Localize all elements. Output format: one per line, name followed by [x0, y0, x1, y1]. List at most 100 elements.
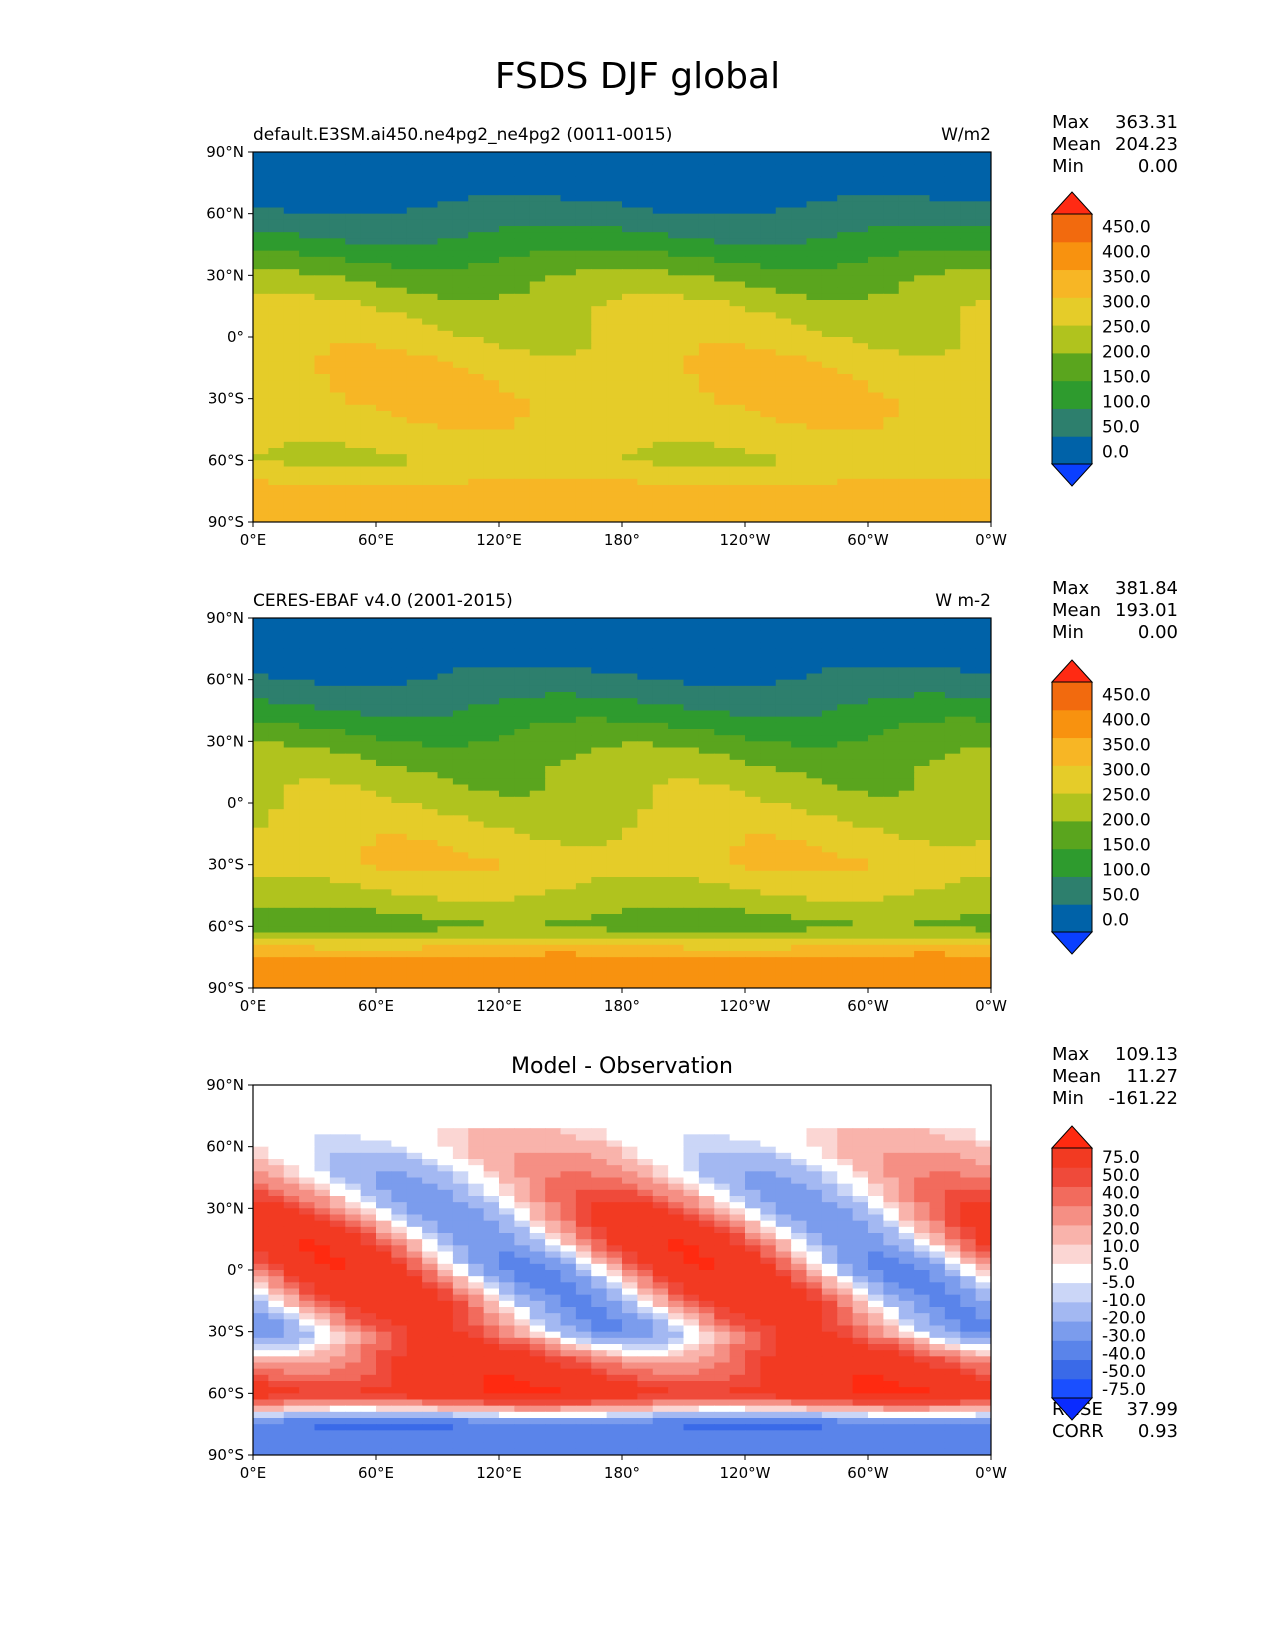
field-cell — [898, 226, 915, 233]
field-cell — [914, 164, 931, 172]
field-cell — [698, 152, 715, 159]
field-cell — [944, 275, 961, 283]
field-cell — [560, 435, 577, 443]
field-cell — [729, 324, 746, 332]
field-cell — [529, 269, 546, 276]
field-cell — [745, 515, 761, 522]
field-cell — [668, 232, 685, 239]
field-cell — [468, 833, 485, 841]
field-cell — [376, 716, 392, 724]
field-cell — [898, 790, 915, 798]
field-cell — [760, 411, 777, 418]
field-cell — [929, 809, 946, 816]
field-cell — [760, 355, 777, 363]
field-cell — [314, 864, 331, 872]
field-cell — [652, 735, 669, 742]
field-cell — [253, 374, 269, 381]
field-cell — [483, 318, 500, 326]
field-cell — [745, 766, 761, 773]
field-cell — [437, 398, 454, 406]
field-cell — [253, 460, 269, 468]
field-cell — [683, 673, 700, 681]
field-cell — [299, 398, 316, 406]
field-cell — [452, 367, 469, 375]
field-cell — [314, 355, 331, 363]
field-cell — [944, 423, 961, 431]
field-cell — [775, 698, 792, 705]
field-cell — [668, 624, 685, 631]
field-cell — [622, 306, 638, 313]
field-cell — [929, 219, 946, 227]
field-cell — [929, 679, 946, 687]
field-cell — [729, 232, 746, 239]
field-cell — [329, 673, 346, 681]
field-cell — [468, 207, 485, 215]
field-cell — [360, 833, 377, 841]
field-cell — [345, 648, 362, 656]
field-cell — [791, 864, 808, 872]
field-cell — [406, 478, 423, 486]
field-cell — [422, 374, 439, 381]
field-cell — [560, 472, 577, 480]
field-cell — [714, 809, 731, 816]
field-cell — [391, 361, 408, 369]
field-cell — [468, 716, 485, 724]
field-cell — [560, 735, 577, 742]
field-cell — [698, 618, 715, 625]
field-cell — [591, 809, 608, 816]
field-cell — [729, 367, 746, 375]
field-cell — [253, 152, 269, 159]
field-cell — [360, 630, 377, 638]
field-cell — [391, 685, 408, 693]
field-cell — [268, 852, 285, 860]
field-cell — [529, 741, 546, 749]
field-cell — [514, 195, 531, 202]
field-cell — [760, 306, 777, 313]
field-cell — [360, 275, 377, 283]
field-cell — [975, 624, 991, 631]
field-cell — [852, 821, 869, 829]
field-cell — [253, 158, 269, 165]
field-cell — [360, 784, 377, 792]
field-cell — [253, 454, 269, 461]
field-cell — [898, 238, 915, 246]
field-cell — [852, 858, 869, 866]
field-cell — [499, 312, 515, 320]
field-cell — [299, 213, 316, 221]
field-cell — [760, 170, 777, 178]
field-cell — [283, 355, 300, 363]
field-cell — [652, 417, 669, 424]
field-cell — [437, 343, 454, 350]
field-cell — [437, 429, 454, 437]
field-cell — [391, 226, 408, 233]
field-cell — [745, 213, 761, 221]
field-cell — [268, 858, 285, 866]
field-cell — [499, 417, 515, 424]
field-cell — [575, 491, 592, 498]
field-cell — [868, 710, 884, 718]
field-cell — [791, 318, 808, 326]
field-cell — [975, 833, 991, 841]
field-cell — [745, 710, 761, 718]
field-cell — [837, 803, 854, 810]
field-cell — [868, 287, 884, 295]
field-cell — [883, 219, 900, 227]
field-cell — [591, 189, 608, 196]
field-cell — [914, 766, 931, 773]
field-cell — [422, 515, 439, 522]
field-cell — [714, 846, 731, 853]
field-cell — [483, 809, 500, 816]
field-cell — [575, 624, 592, 631]
field-cell — [422, 417, 439, 424]
field-cell — [668, 300, 685, 307]
field-cell — [821, 263, 838, 270]
field-cell — [714, 485, 731, 492]
field-cell — [914, 704, 931, 712]
field-cell — [852, 772, 869, 779]
field-cell — [683, 330, 700, 338]
field-cell — [652, 870, 669, 878]
field-cell — [745, 509, 761, 517]
field-cell — [868, 256, 884, 264]
field-cell — [729, 472, 746, 480]
field-cell — [468, 349, 485, 357]
